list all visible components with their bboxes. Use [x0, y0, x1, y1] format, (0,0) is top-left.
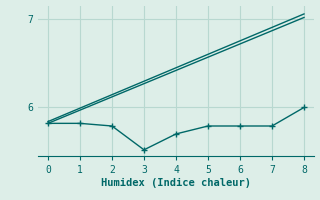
- X-axis label: Humidex (Indice chaleur): Humidex (Indice chaleur): [101, 178, 251, 188]
